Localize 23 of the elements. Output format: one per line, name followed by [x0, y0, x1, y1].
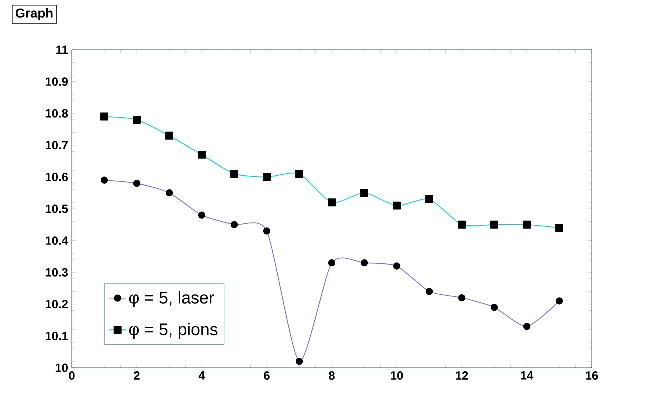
legend-label: φ = 5, laser	[129, 291, 214, 308]
legend-label: φ = 5, pions	[129, 323, 218, 339]
y-tick-label: 10.5	[46, 204, 68, 214]
x-tick-label: 2	[134, 372, 140, 380]
x-tick-label: 8	[329, 372, 335, 380]
y-tick-label: 11	[56, 46, 68, 54]
y-tick-label: 10	[56, 364, 68, 372]
x-tick-label: 10	[391, 372, 404, 380]
x-tick-label: 16	[586, 372, 598, 380]
y-tick-label: 10.8	[46, 109, 68, 118]
y-tick-label: 10.3	[46, 268, 68, 277]
y-tick-label: 10.2	[46, 300, 68, 309]
y-tick-label: 10.1	[46, 332, 68, 340]
x-tick-label: 0	[69, 372, 75, 380]
y-tick-label: 10.9	[46, 78, 68, 86]
x-tick-label: 12	[456, 372, 468, 380]
x-tick-label: 6	[264, 372, 270, 380]
x-tick-label: 14	[521, 372, 534, 380]
y-tick-label: 10.4	[46, 236, 68, 246]
y-tick-label: 10.7	[46, 141, 68, 150]
x-tick-label: 4	[198, 372, 206, 380]
chart-title: Graph	[16, 8, 53, 20]
y-tick-label: 10.6	[46, 172, 68, 182]
